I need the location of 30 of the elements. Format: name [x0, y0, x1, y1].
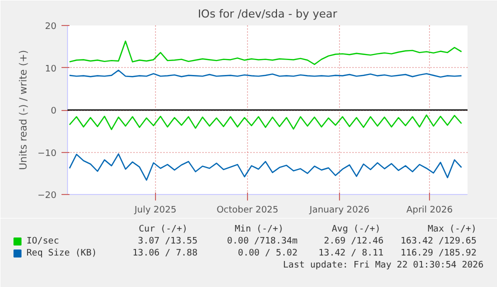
x-tick-label: January 2026: [308, 206, 370, 216]
x-tick-label: October 2025: [216, 206, 278, 216]
text: 116.29 /185.92: [400, 248, 476, 258]
y-tick-label: −10: [38, 148, 57, 159]
y-tick-label: 0: [50, 106, 57, 116]
text: Min (-/+): [234, 224, 284, 234]
text: Last update: Fri May 22 01:30:54 2026: [283, 260, 484, 270]
y-tick-label: 10: [45, 64, 57, 74]
legend-label: IO/sec: [26, 236, 60, 246]
line-series: [68, 153, 462, 181]
line-series: [68, 114, 462, 130]
x-tick-label: April 2026: [406, 206, 453, 216]
legend-label: Req Size (KB): [26, 248, 97, 258]
chart-title: IOs for /dev/sda - by year: [198, 8, 338, 20]
text: Max (-/+): [428, 224, 477, 234]
y-tick-label: −20: [38, 191, 57, 201]
text: 13.06 / 7.88: [132, 248, 198, 258]
text: 163.42 /129.65: [400, 236, 476, 246]
text: 2.69 /12.46: [324, 236, 384, 246]
x-tick-label: July 2025: [134, 206, 176, 216]
line-series: [68, 40, 462, 65]
text: 3.07 /13.55: [138, 236, 198, 246]
text: Avg (-/+): [332, 224, 381, 234]
text: 0.00 / 5.02: [238, 248, 298, 258]
text: 13.42 / 8.11: [318, 248, 384, 258]
y-tick-label: 20: [45, 22, 57, 32]
line-series: [68, 70, 462, 78]
text: 0.00 /718.34m: [227, 236, 298, 246]
y-axis-title: Units read (-) / write (+): [18, 50, 30, 170]
text: Cur (-/+): [138, 224, 188, 234]
